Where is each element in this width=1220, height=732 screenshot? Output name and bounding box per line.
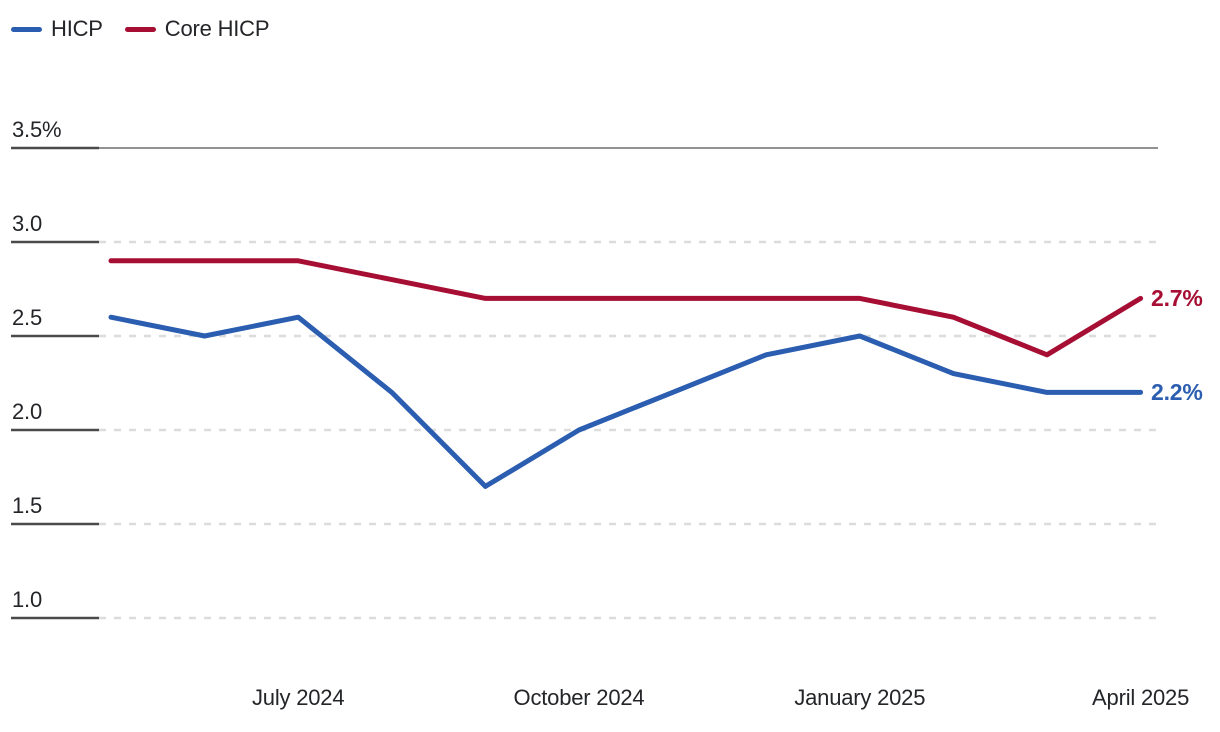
x-tick-label: January 2025 [794, 685, 926, 710]
y-tick-label: 1.0 [12, 587, 42, 612]
y-tick-label: 3.0 [12, 211, 42, 236]
hicp-end-label: 2.2% [1151, 379, 1203, 406]
legend-item-hicp: HICP [11, 17, 103, 41]
y-tick-label: 2.0 [12, 399, 42, 424]
core-hicp-series-line [108, 258, 1144, 358]
y-tick-label: 2.5 [12, 305, 42, 330]
y-tick-label: 1.5 [12, 493, 42, 518]
core-hicp-legend-swatch-icon [124, 26, 156, 32]
legend-label-core-hicp: Core HICP [164, 16, 270, 41]
hicp-legend-swatch-icon [11, 26, 42, 32]
x-tick-label: October 2024 [513, 685, 645, 710]
legend: HICP Core HICP [11, 16, 270, 41]
y-tick-label: 3.5% [12, 117, 62, 142]
x-tick-label: July 2024 [251, 685, 345, 710]
core-hicp-end-label: 2.7% [1151, 285, 1203, 312]
legend-item-core-hicp: Core HICP [124, 16, 270, 41]
x-tick-label: April 2025 [1092, 685, 1190, 710]
legend-label-hicp: HICP [51, 16, 103, 41]
hicp-series-line [108, 314, 1144, 489]
